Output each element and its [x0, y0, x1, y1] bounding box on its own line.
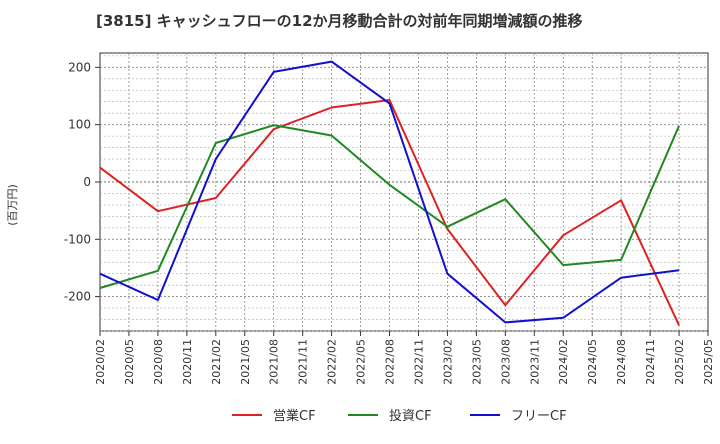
x-tick-label: 2021/02	[210, 339, 223, 385]
plot-area	[99, 52, 709, 332]
y-tick-label: 200	[68, 60, 91, 74]
x-tick-label: 2020/05	[123, 339, 136, 385]
y-tick-label: 100	[68, 118, 91, 132]
legend-label: 投資CF	[389, 408, 432, 424]
x-tick-label: 2024/08	[615, 339, 628, 385]
x-tick-label: 2022/02	[326, 339, 339, 385]
axes: -200 -100 0 100 200 2020/02 2020/05 2020/08 2020…	[64, 60, 715, 384]
series-line	[99, 60, 680, 324]
legend: 営業CF 投資CF フリーCF	[232, 408, 567, 424]
x-tick-label: 2024/11	[644, 339, 657, 385]
series-line	[99, 124, 680, 289]
x-tick-label: 2024/02	[557, 339, 570, 385]
x-tick-label: 2021/11	[297, 339, 310, 385]
series-line	[99, 99, 680, 326]
chart-title: [3815] キャッシュフローの12か月移動合計の対前年同期増減額の推移	[96, 12, 583, 30]
grid	[100, 53, 708, 332]
legend-label: 営業CF	[273, 408, 316, 424]
x-tick-label: 2023/11	[528, 339, 541, 385]
legend-label: フリーCF	[511, 409, 567, 424]
y-tick-label: -100	[64, 232, 91, 246]
x-tick-label: 2020/02	[94, 339, 107, 385]
x-tick-label: 2021/05	[239, 339, 252, 385]
x-tick-label: 2023/02	[441, 339, 454, 385]
x-tick-label: 2023/08	[499, 339, 512, 385]
x-tick-label: 2020/08	[152, 339, 165, 385]
x-tick-label: 2023/05	[470, 339, 483, 385]
x-tick-label: 2021/08	[268, 339, 281, 385]
x-tick-label: 2022/08	[384, 339, 397, 385]
y-axis-title: (百万円)	[6, 184, 19, 226]
y-tick-label: -200	[64, 290, 91, 304]
x-tick-label: 2022/11	[412, 339, 425, 385]
x-tick-label: 2024/05	[586, 339, 599, 385]
y-tick-label: 0	[83, 175, 91, 189]
x-tick-label: 2022/05	[355, 339, 368, 385]
series-lines	[99, 60, 680, 326]
x-tick-label: 2025/05	[702, 339, 715, 385]
x-tick-label: 2020/11	[181, 339, 194, 385]
x-tick-label: 2025/02	[673, 339, 686, 385]
plot-frame	[99, 52, 709, 332]
